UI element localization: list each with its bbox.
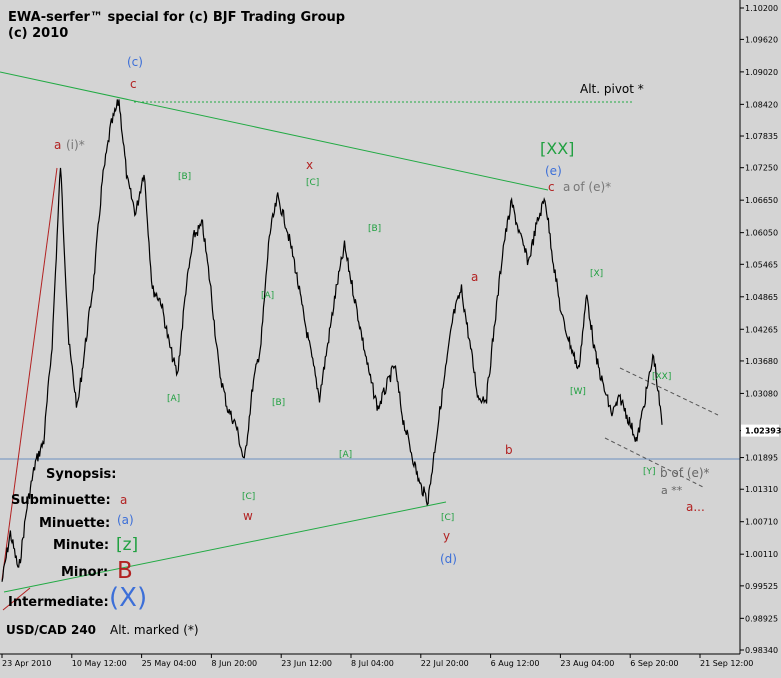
label-a-i: a (54, 138, 61, 152)
label-a-of-e-a: a (563, 180, 570, 194)
label-a-red: a (471, 270, 478, 284)
label-a-of-e-b: of (e)* (573, 180, 611, 194)
y-tick-label: 1.07250 (745, 164, 778, 173)
label-XX-top: [XX] (540, 139, 574, 158)
y-tick-label: 1.00110 (745, 550, 778, 559)
chart-subtitle: (c) 2010 (8, 26, 68, 41)
legend-minor: Minor: (61, 565, 108, 580)
label-c-red: c (130, 77, 137, 91)
y-tick-label: 1.03680 (745, 357, 778, 366)
label-e-blue: (e) (545, 164, 562, 178)
current-price-label: 1.02393 (745, 427, 781, 436)
y-tick-label: 1.03080 (745, 389, 778, 398)
label-XX-small: [XX] (652, 372, 671, 382)
y-tick-label: 1.00710 (745, 518, 778, 527)
x-tick-label: 25 May 04:00 (142, 659, 197, 668)
label-B2: [B] (272, 398, 285, 408)
label-b-red: b (505, 443, 513, 457)
label-A2: [A] (261, 291, 274, 301)
label-c-blue: (c) (127, 55, 143, 69)
label-x: x (306, 158, 313, 172)
label-X: [X] (590, 269, 603, 279)
y-tick-label: 1.06050 (745, 229, 778, 238)
x-tick-label: 8 Jun 20:00 (211, 659, 257, 668)
label-A3: [A] (339, 450, 352, 460)
legend-sym-subminuette: a (120, 493, 127, 507)
legend-intermediate: Intermediate: (8, 595, 109, 610)
y-axis-ticks: 1.10200 1.09620 1.09020 1.08420 1.07835 1.072… (740, 4, 781, 655)
plot-area (0, 0, 740, 654)
label-b-of-e: b of (e)* (660, 466, 710, 480)
x-tick-label: 6 Aug 12:00 (491, 659, 540, 668)
x-tick-label: 22 Jul 20:00 (421, 659, 469, 668)
label-W: [W] (570, 387, 586, 397)
y-tick-label: 1.06650 (745, 196, 778, 205)
label-c-red-2: c (548, 180, 555, 194)
y-tick-label: 1.09020 (745, 68, 778, 77)
alt-pivot-label: Alt. pivot * (580, 82, 644, 96)
y-tick-label: 1.04265 (745, 325, 778, 334)
label-C3: [C] (441, 513, 454, 523)
y-tick-label: 1.07835 (745, 132, 778, 141)
y-tick-label: 0.98340 (745, 646, 778, 655)
y-tick-label: 1.05465 (745, 260, 778, 269)
legend-minuette: Minuette: (39, 516, 110, 531)
y-tick-label: 1.10200 (745, 4, 778, 13)
label-i-star: (i)* (66, 138, 85, 152)
x-tick-label: 23 Apr 2010 (2, 659, 51, 668)
x-tick-label: 23 Jun 12:00 (281, 659, 332, 668)
legend-synopsis: Synopsis: (46, 467, 116, 482)
wave-degree-legend: Synopsis: Subminuette: a Minuette: (a) M… (8, 467, 147, 613)
legend-minute: Minute: (53, 538, 109, 553)
footer-symbol: USD/CAD 240 (6, 623, 96, 637)
label-Y: [Y] (643, 467, 656, 477)
y-tick-label: 0.99525 (745, 582, 778, 591)
x-tick-label: 10 May 12:00 (72, 659, 127, 668)
label-d-blue: (d) (440, 552, 457, 566)
legend-sym-minuette: (a) (117, 513, 134, 527)
price-line (1, 99, 663, 582)
y-tick-label: 1.08420 (745, 100, 778, 109)
x-tick-label: 21 Sep 12:00 (700, 659, 753, 668)
label-a-dots: a... (686, 500, 705, 514)
x-axis-ticks: 23 Apr 2010 10 May 12:00 25 May 04:00 8 Jun… (1, 654, 753, 668)
legend-subminuette: Subminuette: (11, 493, 111, 508)
y-tick-label: 1.09620 (745, 35, 778, 44)
y-tick-label: 0.98925 (745, 614, 778, 623)
label-a-starstar: a ** (661, 484, 683, 497)
impulse-red-line-2 (2, 587, 31, 611)
y-tick-label: 1.04865 (745, 293, 778, 302)
y-tick-label: 1.01895 (745, 454, 778, 463)
label-C-top: [C] (306, 178, 319, 188)
lower-trendline (3, 501, 447, 593)
chart-title: EWA-serfer™ special for (c) BJF Trading … (8, 10, 345, 25)
legend-sym-intermediate: (X) (109, 583, 147, 613)
label-y: y (443, 529, 450, 543)
footer-alt-marked: Alt. marked (*) (110, 623, 199, 637)
y-tick-label: 1.01310 (745, 485, 778, 494)
current-price-badge (741, 424, 779, 437)
x-tick-label: 8 Jul 04:00 (351, 659, 394, 668)
x-tick-label: 6 Sep 20:00 (630, 659, 678, 668)
upper-trendline (0, 71, 549, 191)
label-A1: [A] (167, 394, 180, 404)
legend-sym-minor: B (117, 558, 133, 584)
impulse-red-line (1, 167, 58, 581)
label-B1: [B] (178, 172, 191, 182)
legend-sym-minute: [z] (116, 535, 138, 555)
label-B3: [B] (368, 224, 381, 234)
label-C-bottom: [C] (242, 492, 255, 502)
x-tick-label: 23 Aug 04:00 (560, 659, 614, 668)
channel-lower-dashed (604, 437, 706, 489)
label-w: w (243, 509, 253, 523)
